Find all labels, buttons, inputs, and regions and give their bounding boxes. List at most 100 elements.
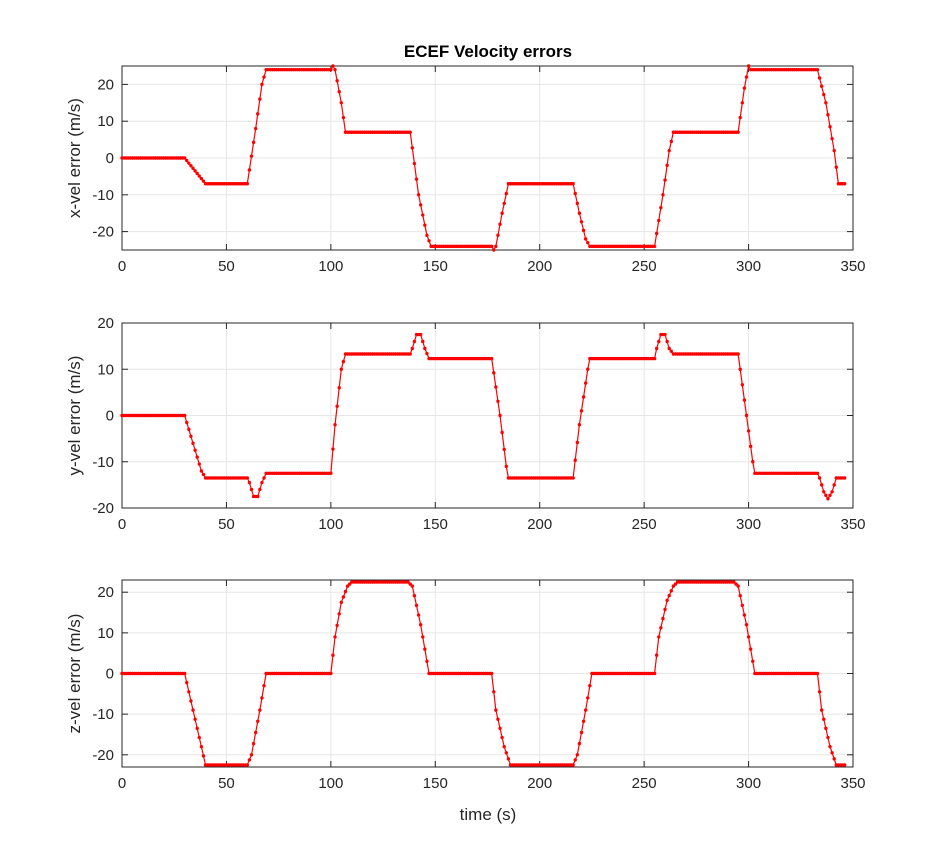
y-tick-label: 0 bbox=[106, 150, 114, 167]
data-point bbox=[416, 613, 421, 617]
data-point bbox=[262, 75, 266, 79]
data-point bbox=[504, 464, 508, 469]
data-point bbox=[817, 690, 822, 694]
x-tick-label: 350 bbox=[840, 258, 865, 275]
data-point bbox=[834, 165, 838, 169]
data-point bbox=[412, 594, 417, 598]
data-point bbox=[817, 476, 822, 480]
data-point bbox=[661, 193, 665, 197]
data-point bbox=[329, 67, 333, 72]
data-point bbox=[341, 359, 346, 364]
data-point bbox=[826, 113, 830, 117]
data-point bbox=[489, 671, 494, 676]
data-point bbox=[822, 490, 826, 494]
data-point bbox=[819, 708, 824, 712]
data-point bbox=[586, 367, 590, 371]
data-point bbox=[842, 476, 847, 480]
data-point bbox=[253, 730, 258, 735]
data-point bbox=[744, 75, 749, 79]
data-point bbox=[581, 719, 586, 723]
data-point bbox=[815, 471, 820, 476]
y-tick-label: 20 bbox=[97, 584, 114, 601]
data-point bbox=[746, 429, 751, 433]
x-tick-label: 350 bbox=[840, 775, 865, 792]
data-point bbox=[492, 248, 496, 252]
data-point bbox=[333, 423, 337, 427]
data-point bbox=[824, 101, 828, 105]
data-point bbox=[504, 191, 508, 196]
data-point bbox=[182, 671, 187, 676]
data-point bbox=[187, 427, 191, 432]
data-point bbox=[494, 708, 498, 712]
y-tick-label: 0 bbox=[106, 408, 114, 425]
data-point bbox=[588, 684, 592, 688]
x-tick-label: 0 bbox=[118, 258, 126, 275]
data-point bbox=[496, 717, 500, 721]
data-point bbox=[249, 154, 254, 158]
data-point bbox=[575, 201, 580, 206]
data-point bbox=[256, 112, 260, 116]
data-point bbox=[667, 346, 671, 351]
data-point bbox=[652, 244, 657, 249]
data-point bbox=[197, 735, 201, 740]
data-point bbox=[498, 222, 502, 226]
data-point bbox=[667, 148, 671, 153]
x-tick-label: 200 bbox=[527, 258, 552, 275]
y-tick-label: 10 bbox=[97, 361, 114, 378]
data-point bbox=[423, 647, 427, 651]
data-point bbox=[185, 158, 189, 163]
data-point bbox=[414, 603, 419, 608]
data-point bbox=[571, 182, 575, 186]
data-point bbox=[187, 690, 191, 694]
data-point bbox=[418, 203, 423, 207]
data-point bbox=[581, 228, 586, 233]
data-point bbox=[500, 430, 504, 435]
data-point bbox=[331, 447, 335, 451]
data-point bbox=[824, 726, 828, 731]
data-point bbox=[748, 647, 753, 651]
data-point bbox=[193, 169, 197, 173]
data-point bbox=[195, 171, 199, 176]
data-point bbox=[577, 741, 582, 746]
data-point bbox=[815, 67, 820, 72]
data-point bbox=[652, 671, 657, 676]
data-point bbox=[199, 744, 204, 749]
series-markers bbox=[120, 64, 847, 252]
data-point bbox=[335, 623, 339, 628]
data-point bbox=[423, 346, 427, 351]
y-tick-label: 20 bbox=[97, 315, 114, 332]
data-point bbox=[832, 148, 836, 153]
data-point bbox=[669, 349, 673, 353]
data-point bbox=[581, 395, 586, 399]
data-point bbox=[824, 493, 828, 497]
data-point bbox=[586, 696, 590, 700]
data-point bbox=[339, 101, 343, 105]
data-point bbox=[418, 332, 423, 337]
data-point bbox=[347, 582, 352, 586]
y-tick-label: 0 bbox=[106, 666, 114, 683]
data-point bbox=[654, 346, 659, 351]
data-point bbox=[665, 598, 669, 603]
data-point bbox=[245, 476, 250, 480]
data-point bbox=[738, 115, 742, 120]
data-point bbox=[339, 600, 343, 605]
data-point bbox=[738, 367, 742, 372]
y-tick-label: -20 bbox=[92, 500, 114, 517]
data-point bbox=[659, 205, 663, 210]
data-point bbox=[842, 763, 847, 767]
data-point bbox=[494, 244, 498, 249]
data-point bbox=[571, 763, 575, 767]
data-point bbox=[425, 233, 429, 237]
data-point bbox=[412, 339, 417, 344]
data-point bbox=[329, 671, 333, 676]
data-point bbox=[736, 352, 740, 356]
data-point bbox=[418, 623, 423, 627]
data-point bbox=[740, 101, 745, 105]
data-point bbox=[496, 233, 500, 237]
data-point bbox=[333, 67, 337, 72]
data-point bbox=[826, 735, 830, 740]
y-axis-label: y-vel error (m/s) bbox=[65, 356, 84, 476]
data-point bbox=[410, 346, 415, 351]
data-point bbox=[260, 82, 264, 87]
data-point bbox=[199, 469, 204, 473]
